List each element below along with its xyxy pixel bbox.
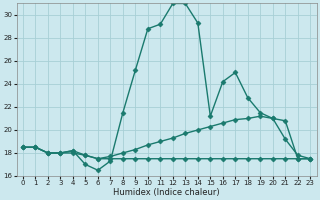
X-axis label: Humidex (Indice chaleur): Humidex (Indice chaleur) [113, 188, 220, 197]
